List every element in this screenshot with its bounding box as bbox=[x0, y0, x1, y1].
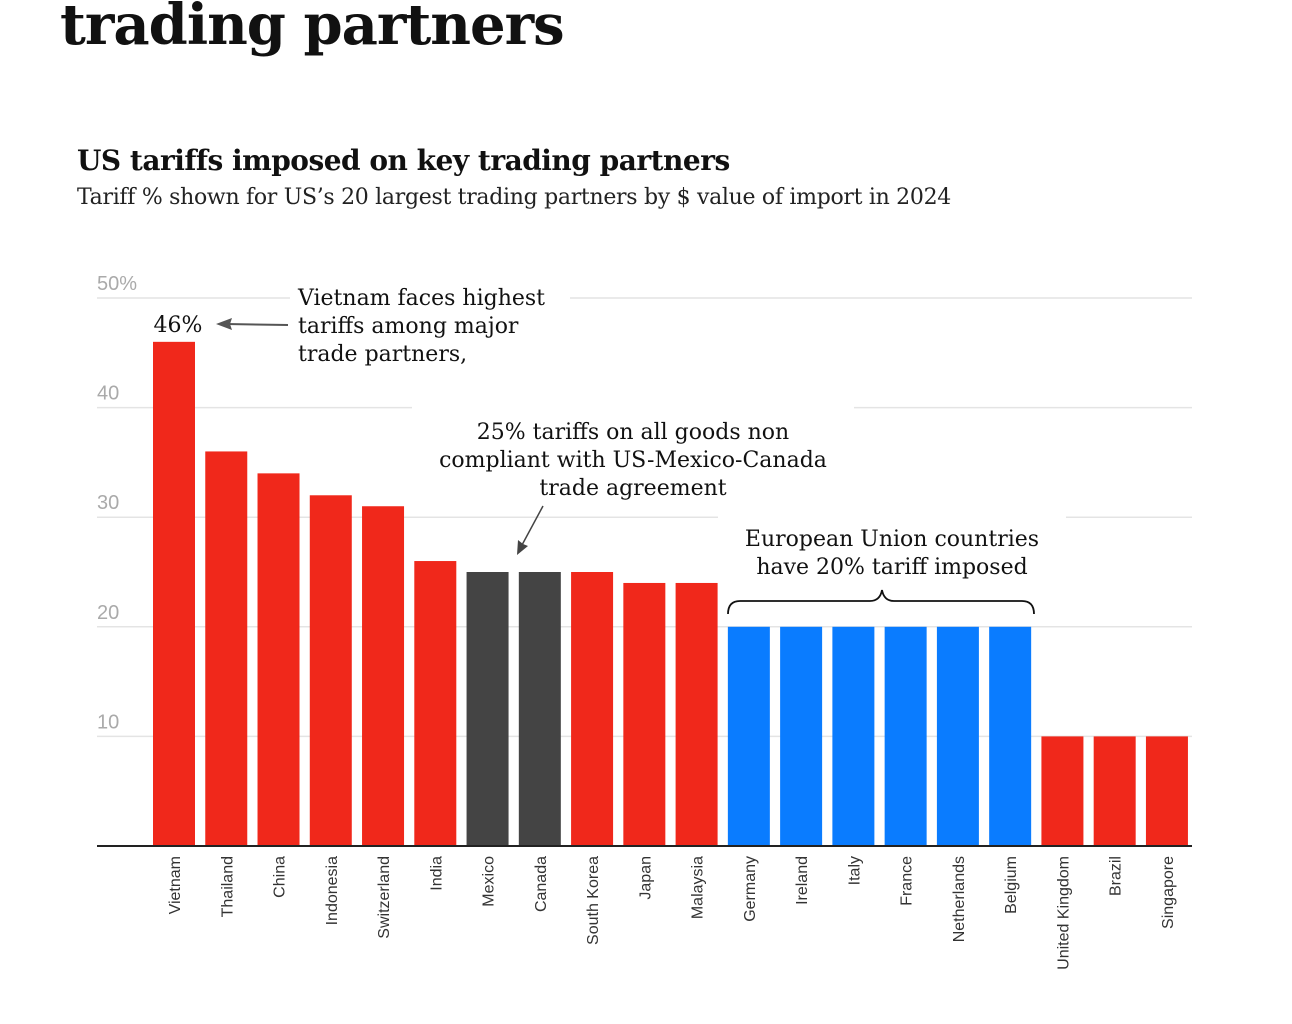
x-tick-label: Germany bbox=[742, 856, 759, 922]
annotation-bg bbox=[412, 405, 854, 500]
bar-united-kingdom bbox=[1041, 736, 1084, 846]
x-tick-label: Malaysia bbox=[690, 856, 707, 919]
x-tick-label: Belgium bbox=[1003, 856, 1020, 914]
x-tick-label: Mexico bbox=[481, 856, 498, 907]
bar-ireland bbox=[780, 626, 823, 846]
annotation-usmca-line: 25% tariffs on all goods non bbox=[477, 420, 789, 445]
x-tick-label: Japan bbox=[637, 856, 654, 900]
x-tick-label: United Kingdom bbox=[1055, 856, 1072, 970]
bar-south-korea bbox=[571, 572, 614, 846]
bar-china bbox=[257, 473, 300, 846]
x-tick-label: South Korea bbox=[585, 856, 602, 945]
x-tick-label: India bbox=[428, 856, 445, 891]
bar-malaysia bbox=[675, 582, 718, 846]
annotation-eu-line: have 20% tariff imposed bbox=[756, 555, 1027, 580]
eu-brace bbox=[727, 589, 1035, 615]
x-tick-label: Brazil bbox=[1108, 856, 1125, 896]
annotation-usmca-line: trade agreement bbox=[539, 476, 726, 501]
annotation-bg bbox=[718, 515, 1066, 585]
arrow-line bbox=[521, 505, 544, 546]
bar-singapore bbox=[1145, 736, 1188, 846]
y-tick-label: 10 bbox=[97, 711, 119, 733]
bar-belgium bbox=[989, 626, 1032, 846]
x-tick-label: France bbox=[899, 856, 916, 906]
x-tick-label: Indonesia bbox=[324, 856, 341, 925]
annotation-vietnam-line: trade partners, bbox=[298, 342, 467, 367]
annotation-usmca-line: compliant with US-Mexico-Canada bbox=[439, 448, 827, 473]
y-tick-label: 30 bbox=[97, 492, 119, 514]
arrow-head-icon bbox=[216, 318, 232, 330]
x-tick-label: Vietnam bbox=[167, 856, 184, 914]
bar-india bbox=[414, 561, 457, 846]
x-tick-label: Singapore bbox=[1160, 856, 1177, 929]
annotation-eu-line: European Union countries bbox=[745, 527, 1039, 552]
bar-germany bbox=[727, 626, 770, 846]
bar-mexico bbox=[466, 572, 509, 846]
x-tick-label: Canada bbox=[533, 856, 550, 912]
bar-canada bbox=[518, 572, 561, 846]
chart-subtitle: Tariff % shown for US’s 20 largest tradi… bbox=[77, 185, 951, 210]
x-tick-label: China bbox=[272, 856, 289, 898]
x-tick-label: Switzerland bbox=[376, 856, 393, 939]
x-tick-label: Italy bbox=[846, 856, 863, 885]
annotation-vietnam-line: Vietnam faces highest bbox=[297, 286, 545, 311]
article-headline: trading partners bbox=[60, 0, 565, 58]
bar-netherlands bbox=[936, 626, 979, 846]
y-tick-label: 20 bbox=[97, 602, 119, 624]
bar-italy bbox=[832, 626, 875, 846]
bar-indonesia bbox=[309, 495, 352, 846]
y-tick-label: 40 bbox=[97, 383, 119, 405]
x-tick-label: Netherlands bbox=[951, 856, 968, 942]
bar-japan bbox=[623, 582, 666, 846]
data-label-vietnam: 46% bbox=[154, 313, 203, 338]
bar-france bbox=[884, 626, 927, 846]
x-tick-label: Thailand bbox=[219, 856, 236, 917]
bar-vietnam bbox=[153, 341, 195, 846]
y-tick-label: 50% bbox=[97, 273, 137, 295]
chart-title: US tariffs imposed on key trading partne… bbox=[77, 144, 730, 177]
x-tick-label: Ireland bbox=[794, 856, 811, 905]
bar-thailand bbox=[205, 451, 248, 846]
annotation-vietnam-line: tariffs among major bbox=[298, 314, 519, 339]
bar-switzerland bbox=[362, 506, 405, 846]
arrow-head-icon bbox=[517, 540, 528, 555]
bar-brazil bbox=[1093, 736, 1136, 846]
arrow-line bbox=[225, 323, 289, 326]
annotation-bg bbox=[290, 283, 570, 368]
